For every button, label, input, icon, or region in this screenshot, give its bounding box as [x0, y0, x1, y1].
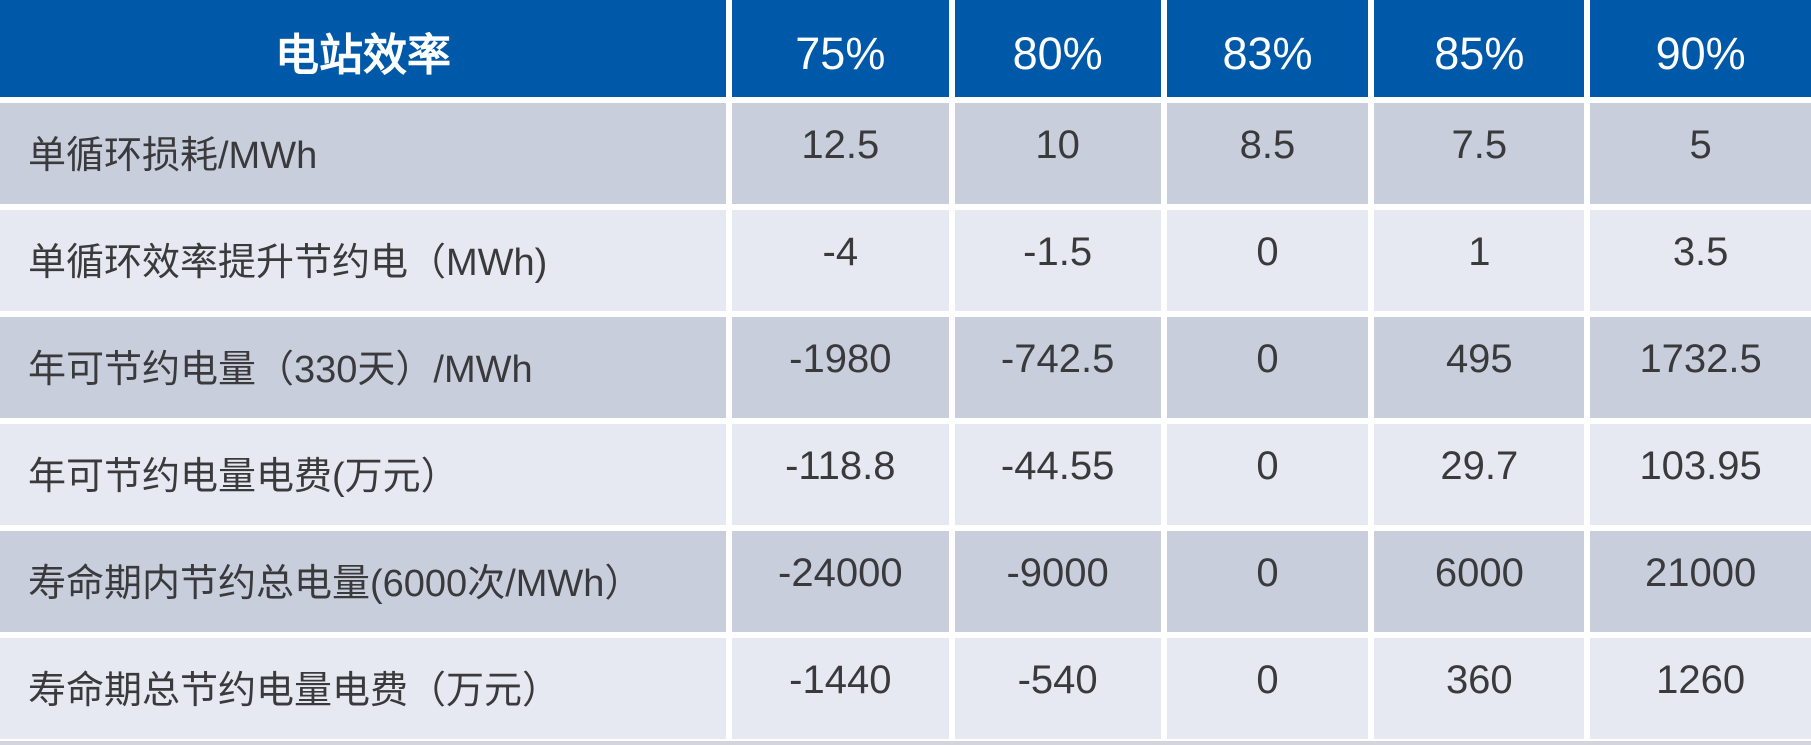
row-label: 单循环损耗/MWh: [0, 103, 726, 204]
value-cell: -742.5: [954, 317, 1161, 418]
value-cell: 0: [1166, 210, 1369, 311]
value-cell: 495: [1374, 317, 1585, 418]
value-cell: -9000: [954, 531, 1161, 632]
value-cell: 0: [1166, 424, 1369, 525]
value-cell: -118.8: [731, 424, 949, 525]
value-cell: 1732.5: [1590, 317, 1811, 418]
value-cell: 0: [1166, 317, 1369, 418]
value-cell: 7.5: [1374, 103, 1585, 204]
value-cell: 360: [1374, 638, 1585, 739]
row-label: 年可节约电量（330天）/MWh: [0, 317, 726, 418]
value-cell: 103.95: [1590, 424, 1811, 525]
row-label: 寿命期内节约总电量(6000次/MWh）: [0, 531, 726, 632]
value-cell: 8.5: [1166, 103, 1369, 204]
table-bottom-border: [0, 739, 1811, 745]
row-label: 寿命期总节约电量电费（万元）: [0, 638, 726, 739]
value-cell: -24000: [731, 531, 949, 632]
table-header-col-85: 85%: [1374, 0, 1585, 97]
value-cell: -4: [731, 210, 949, 311]
value-cell: 5: [1590, 103, 1811, 204]
value-cell: 0: [1166, 638, 1369, 739]
value-cell: 1: [1374, 210, 1585, 311]
table-header-col-83: 83%: [1166, 0, 1369, 97]
table-header-col-75: 75%: [731, 0, 949, 97]
value-cell: 12.5: [731, 103, 949, 204]
value-cell: 10: [954, 103, 1161, 204]
row-label: 年可节约电量电费(万元）: [0, 424, 726, 525]
value-cell: 3.5: [1590, 210, 1811, 311]
value-cell: -1.5: [954, 210, 1161, 311]
value-cell: -1440: [731, 638, 949, 739]
value-cell: -1980: [731, 317, 949, 418]
value-cell: 29.7: [1374, 424, 1585, 525]
value-cell: 21000: [1590, 531, 1811, 632]
value-cell: -44.55: [954, 424, 1161, 525]
table-header-col-80: 80%: [954, 0, 1161, 97]
value-cell: 0: [1166, 531, 1369, 632]
table-header-title: 电站效率: [0, 0, 726, 97]
value-cell: 1260: [1590, 638, 1811, 739]
value-cell: 6000: [1374, 531, 1585, 632]
value-cell: -540: [954, 638, 1161, 739]
row-label: 单循环效率提升节约电（MWh): [0, 210, 726, 311]
table-header-col-90: 90%: [1590, 0, 1811, 97]
